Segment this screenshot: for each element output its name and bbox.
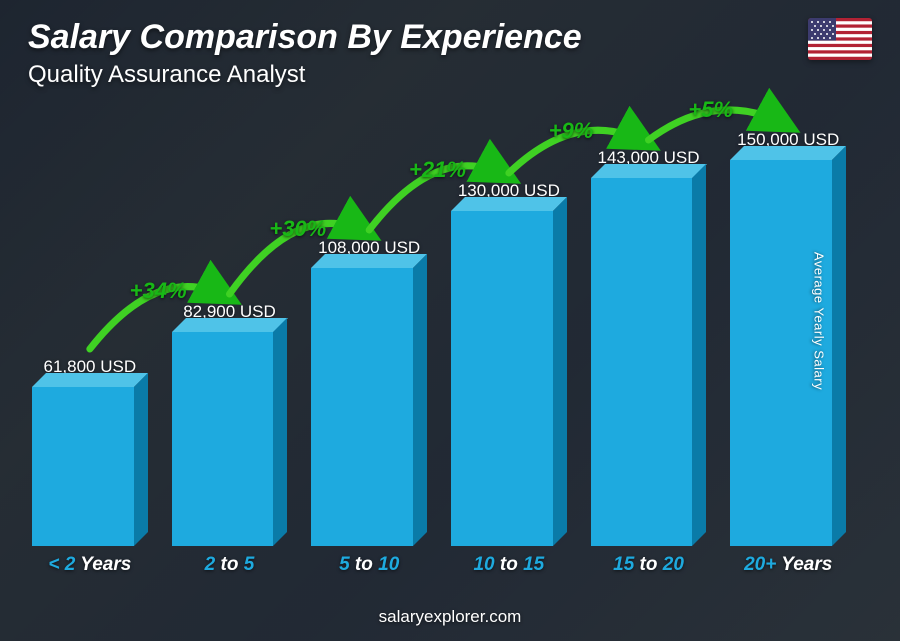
bar: 108,000 USD bbox=[311, 238, 427, 546]
bar: 130,000 USD bbox=[451, 181, 567, 546]
bar-shape bbox=[730, 160, 846, 546]
bar: 150,000 USD bbox=[730, 130, 846, 546]
bar: 61,800 USD bbox=[32, 357, 148, 546]
x-axis-label: 5 to 10 bbox=[311, 554, 427, 576]
chart: 61,800 USD82,900 USD108,000 USD130,000 U… bbox=[28, 100, 850, 576]
bar: 82,900 USD bbox=[172, 302, 288, 546]
x-axis-label: 10 to 15 bbox=[451, 554, 567, 576]
growth-pct-label: +21% bbox=[409, 157, 466, 183]
bar-shape bbox=[32, 387, 148, 546]
bar-shape bbox=[172, 332, 288, 546]
header: Salary Comparison By Experience Quality … bbox=[28, 18, 872, 89]
bar-shape bbox=[591, 178, 707, 546]
bar-shape bbox=[311, 268, 427, 546]
bar: 143,000 USD bbox=[591, 148, 707, 546]
footer-attribution: salaryexplorer.com bbox=[0, 607, 900, 627]
x-axis-label: 15 to 20 bbox=[591, 554, 707, 576]
growth-pct-label: +30% bbox=[269, 216, 326, 242]
growth-pct-label: +34% bbox=[130, 278, 187, 304]
x-axis-label: 20+ Years bbox=[730, 554, 846, 576]
growth-pct-label: +5% bbox=[688, 97, 733, 123]
x-axis-label: < 2 Years bbox=[32, 554, 148, 576]
page-subtitle: Quality Assurance Analyst bbox=[28, 61, 872, 89]
bar-shape bbox=[451, 211, 567, 546]
flag-icon bbox=[808, 18, 872, 60]
y-axis-label: Average Yearly Salary bbox=[811, 251, 826, 389]
page-title: Salary Comparison By Experience bbox=[28, 18, 872, 57]
x-axis-label: 2 to 5 bbox=[172, 554, 288, 576]
growth-pct-label: +9% bbox=[549, 118, 594, 144]
